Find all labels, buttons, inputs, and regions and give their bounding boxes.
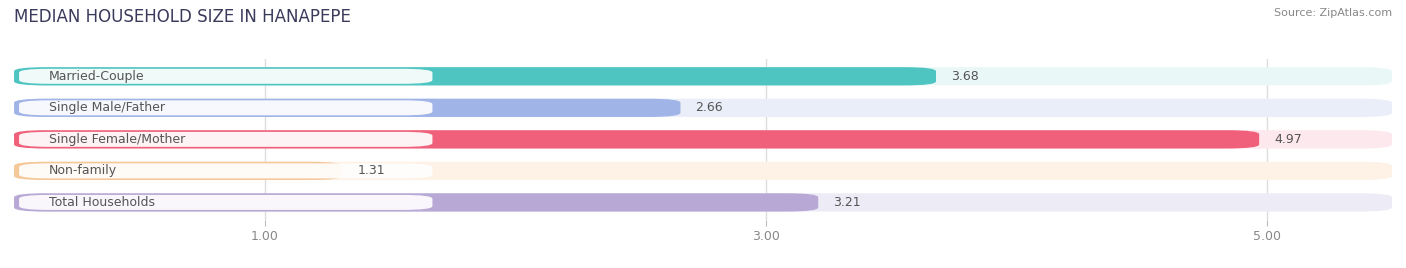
FancyBboxPatch shape — [14, 193, 1392, 211]
Text: Single Male/Father: Single Male/Father — [49, 101, 165, 114]
Text: Single Female/Mother: Single Female/Mother — [49, 133, 186, 146]
FancyBboxPatch shape — [14, 130, 1392, 148]
FancyBboxPatch shape — [14, 162, 1392, 180]
FancyBboxPatch shape — [20, 195, 433, 210]
FancyBboxPatch shape — [20, 69, 433, 84]
FancyBboxPatch shape — [20, 132, 433, 147]
FancyBboxPatch shape — [14, 130, 1260, 148]
Text: Non-family: Non-family — [49, 164, 117, 177]
FancyBboxPatch shape — [14, 193, 818, 211]
Text: 3.21: 3.21 — [834, 196, 860, 209]
FancyBboxPatch shape — [20, 100, 433, 115]
FancyBboxPatch shape — [14, 162, 342, 180]
Text: MEDIAN HOUSEHOLD SIZE IN HANAPEPE: MEDIAN HOUSEHOLD SIZE IN HANAPEPE — [14, 8, 352, 26]
Text: Total Households: Total Households — [49, 196, 155, 209]
Text: 4.97: 4.97 — [1274, 133, 1302, 146]
Text: Source: ZipAtlas.com: Source: ZipAtlas.com — [1274, 8, 1392, 18]
Text: 1.31: 1.31 — [357, 164, 385, 177]
Text: 2.66: 2.66 — [696, 101, 723, 114]
FancyBboxPatch shape — [14, 67, 936, 85]
Text: Married-Couple: Married-Couple — [49, 70, 145, 83]
Text: 3.68: 3.68 — [950, 70, 979, 83]
FancyBboxPatch shape — [20, 163, 433, 178]
FancyBboxPatch shape — [14, 99, 681, 117]
FancyBboxPatch shape — [14, 67, 1392, 85]
FancyBboxPatch shape — [14, 99, 1392, 117]
